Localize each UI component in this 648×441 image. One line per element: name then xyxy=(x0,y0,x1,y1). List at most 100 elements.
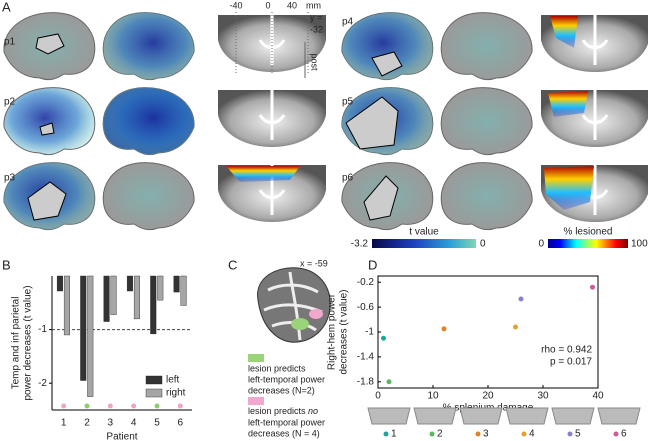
x-tick-label: 10 xyxy=(427,391,439,402)
patient-key-dot xyxy=(567,431,573,437)
legend-swatch xyxy=(248,354,264,362)
brain-row-4 xyxy=(341,12,648,81)
patient-marker xyxy=(61,403,67,409)
patient-key-dot xyxy=(383,431,389,437)
y-axis-label: power decreases (t value) xyxy=(23,285,34,400)
colorbar-max: 100 xyxy=(631,239,648,250)
bar xyxy=(87,275,94,397)
panel-letter: B xyxy=(2,257,11,272)
patient-key-dot xyxy=(521,431,527,437)
y-tick-label: -2 xyxy=(38,378,47,389)
slice-y: y = xyxy=(310,12,322,22)
legend-swatch xyxy=(145,388,163,398)
slice-tick: 40 xyxy=(287,0,297,10)
colorbar-label: t value xyxy=(409,227,439,238)
slice-label: x = -59 xyxy=(300,258,328,268)
bar xyxy=(56,275,63,292)
legend-swatch xyxy=(145,375,163,385)
patient-key-label: 2 xyxy=(437,429,443,440)
point xyxy=(513,324,518,330)
patient-key-label: 3 xyxy=(483,429,489,440)
point xyxy=(590,284,595,290)
x-tick-label: 30 xyxy=(537,391,549,402)
x-tick-label: 5 xyxy=(154,418,160,429)
annotation: p = 0.017 xyxy=(550,357,592,368)
colorbar-max: 0 xyxy=(480,239,486,250)
legend-text: lesion predicts xyxy=(248,406,306,416)
patient-label: p3 xyxy=(4,173,16,184)
colorbar-label: % lesioned xyxy=(564,227,613,238)
slice-y: -32 xyxy=(310,24,323,34)
y-tick-label: -1.4 xyxy=(357,352,375,363)
x-tick-label: 2 xyxy=(84,418,90,429)
patient-key-label: 6 xyxy=(621,429,627,440)
point xyxy=(441,326,447,332)
point xyxy=(381,335,386,341)
x-tick-label: 3 xyxy=(108,418,114,429)
point xyxy=(518,296,524,302)
point xyxy=(386,379,392,385)
y-axis-label: Temp and inf parietal xyxy=(11,297,22,390)
colorbar-min: -3.2 xyxy=(351,239,369,250)
patient-marker xyxy=(131,403,137,409)
splenium-slices xyxy=(367,407,641,425)
patient-label: p2 xyxy=(4,97,16,108)
patient-key-label: 5 xyxy=(575,429,581,440)
legend-emphasis: no xyxy=(308,406,318,416)
patient-key-dot xyxy=(429,431,435,437)
y-axis-label: Right-hem power xyxy=(327,293,338,370)
medial-brain xyxy=(257,267,331,343)
bar xyxy=(110,275,117,315)
panel-letter: C xyxy=(228,257,237,272)
bar xyxy=(157,275,164,301)
bar xyxy=(126,275,133,292)
slice-direction: post xyxy=(310,53,320,71)
bar xyxy=(63,275,70,336)
patient-label: p1 xyxy=(4,37,16,48)
legend-text: decreases (N = 4) xyxy=(248,428,320,438)
x-tick-label: 1 xyxy=(61,418,67,429)
slice-tick: -40 xyxy=(229,0,242,10)
bar xyxy=(180,275,187,306)
patient-marker xyxy=(154,403,160,409)
slice-coordinates xyxy=(235,12,309,78)
legend-text: left-temporal power xyxy=(248,374,325,384)
annotation: rho = 0.942 xyxy=(541,345,592,356)
patient-label: p6 xyxy=(342,173,354,184)
patient-key-dot xyxy=(475,431,481,437)
lesion-colorbar xyxy=(548,239,628,248)
legend-text: left-temporal power xyxy=(248,417,325,427)
y-tick-label: -1 xyxy=(365,327,374,338)
patient-key-dot xyxy=(613,431,619,437)
patient-key-label: 1 xyxy=(391,429,397,440)
slice-unit: mm xyxy=(306,0,321,10)
colorbar-min: 0 xyxy=(538,239,544,250)
x-tick-label: 6 xyxy=(178,418,184,429)
x-tick-label: 0 xyxy=(375,391,381,402)
brain-row-1 xyxy=(3,12,328,81)
bar xyxy=(133,275,140,320)
y-axis-label: decreases (t value) xyxy=(339,289,350,374)
y-tick-label: -1.8 xyxy=(357,376,375,387)
legend-swatch xyxy=(248,397,264,405)
brain-row-6 xyxy=(341,162,648,231)
brain-row-5 xyxy=(341,87,648,156)
bar xyxy=(173,275,180,293)
patient-key-label: 4 xyxy=(529,429,535,440)
x-tick-label: 20 xyxy=(482,391,494,402)
bar-chart: -2 -1 1 2 3 4 5 6 Patient Temp and inf parietal po… xyxy=(11,275,192,441)
y-tick-label: -1 xyxy=(38,324,47,335)
brain-row-2 xyxy=(3,87,328,156)
bar xyxy=(80,275,87,381)
bar xyxy=(150,275,157,335)
patient-marker xyxy=(84,403,90,409)
legend-text: lesion predicts no xyxy=(248,406,318,416)
panel-letter: D xyxy=(368,257,377,272)
patient-marker xyxy=(177,403,183,409)
x-tick-label: 40 xyxy=(592,391,604,402)
y-tick-label: -0.2 xyxy=(357,277,375,288)
plot-frame xyxy=(377,275,599,389)
brain-row-3 xyxy=(3,162,328,231)
patient-label: p4 xyxy=(342,17,354,28)
